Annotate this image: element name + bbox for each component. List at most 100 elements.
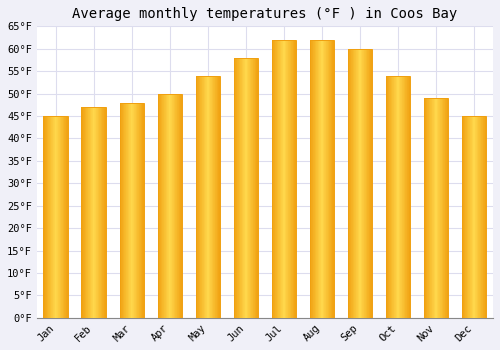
Bar [46, 116, 47, 318]
Bar [243, 58, 244, 318]
Bar [128, 103, 129, 318]
Bar [327, 40, 328, 318]
Bar [311, 40, 312, 318]
Bar [238, 58, 239, 318]
Bar [476, 116, 477, 318]
Bar [234, 58, 258, 318]
Bar [481, 116, 482, 318]
Bar [349, 49, 350, 318]
Bar [355, 49, 356, 318]
Bar [54, 116, 55, 318]
Bar [163, 93, 164, 318]
Bar [90, 107, 92, 318]
Bar [408, 76, 409, 318]
Bar [100, 107, 102, 318]
Bar [424, 98, 448, 318]
Bar [424, 98, 425, 318]
Bar [273, 40, 274, 318]
Bar [236, 58, 238, 318]
Bar [98, 107, 99, 318]
Bar [467, 116, 468, 318]
Bar [179, 93, 180, 318]
Bar [175, 93, 176, 318]
Bar [393, 76, 394, 318]
Bar [279, 40, 280, 318]
Bar [361, 49, 362, 318]
Bar [249, 58, 250, 318]
Bar [242, 58, 243, 318]
Bar [126, 103, 127, 318]
Bar [357, 49, 358, 318]
Bar [127, 103, 128, 318]
Bar [164, 93, 165, 318]
Bar [312, 40, 314, 318]
Bar [85, 107, 86, 318]
Bar [201, 76, 202, 318]
Bar [282, 40, 284, 318]
Bar [160, 93, 161, 318]
Bar [141, 103, 142, 318]
Bar [324, 40, 325, 318]
Bar [325, 40, 326, 318]
Bar [399, 76, 400, 318]
Bar [256, 58, 257, 318]
Bar [429, 98, 430, 318]
Bar [280, 40, 281, 318]
Bar [400, 76, 401, 318]
Bar [392, 76, 393, 318]
Bar [398, 76, 399, 318]
Bar [135, 103, 136, 318]
Bar [403, 76, 404, 318]
Bar [218, 76, 219, 318]
Bar [472, 116, 473, 318]
Bar [330, 40, 331, 318]
Bar [132, 103, 133, 318]
Bar [170, 93, 171, 318]
Bar [348, 49, 349, 318]
Bar [285, 40, 286, 318]
Bar [295, 40, 296, 318]
Bar [142, 103, 143, 318]
Bar [406, 76, 408, 318]
Bar [469, 116, 470, 318]
Bar [57, 116, 58, 318]
Bar [463, 116, 464, 318]
Bar [289, 40, 290, 318]
Bar [430, 98, 431, 318]
Bar [485, 116, 486, 318]
Bar [390, 76, 391, 318]
Bar [102, 107, 103, 318]
Bar [138, 103, 140, 318]
Bar [240, 58, 241, 318]
Bar [205, 76, 206, 318]
Bar [274, 40, 276, 318]
Bar [50, 116, 51, 318]
Bar [208, 76, 209, 318]
Bar [333, 40, 334, 318]
Bar [477, 116, 478, 318]
Bar [426, 98, 427, 318]
Bar [466, 116, 467, 318]
Bar [44, 116, 46, 318]
Bar [465, 116, 466, 318]
Bar [173, 93, 174, 318]
Bar [247, 58, 248, 318]
Bar [52, 116, 54, 318]
Bar [255, 58, 256, 318]
Bar [181, 93, 182, 318]
Bar [278, 40, 279, 318]
Bar [391, 76, 392, 318]
Bar [213, 76, 214, 318]
Bar [354, 49, 355, 318]
Bar [439, 98, 440, 318]
Bar [204, 76, 205, 318]
Bar [482, 116, 484, 318]
Bar [122, 103, 123, 318]
Bar [216, 76, 217, 318]
Bar [234, 58, 235, 318]
Bar [431, 98, 432, 318]
Bar [478, 116, 479, 318]
Bar [272, 40, 273, 318]
Bar [140, 103, 141, 318]
Bar [66, 116, 67, 318]
